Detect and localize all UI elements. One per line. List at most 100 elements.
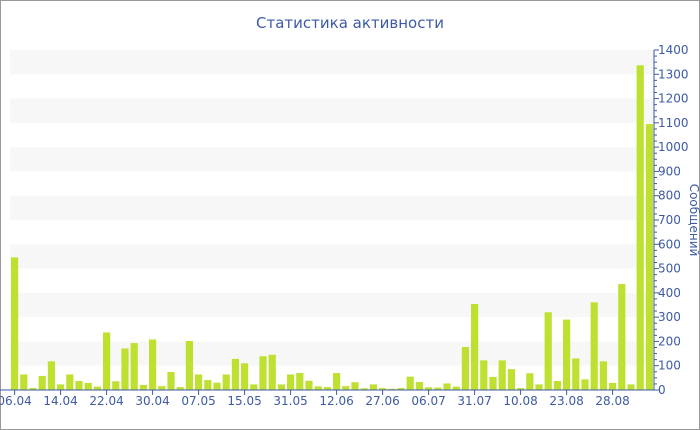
y-tick-label: 600 — [658, 237, 681, 251]
bar — [314, 386, 322, 390]
x-tick-label: 07.05 — [181, 394, 215, 408]
x-tick-label: 27.06 — [365, 394, 399, 408]
bar — [112, 381, 120, 390]
bar — [360, 388, 368, 390]
y-axis-label: Сообщений — [687, 184, 700, 257]
bar — [305, 380, 313, 390]
bar — [480, 360, 488, 390]
bar — [277, 384, 285, 390]
bar — [434, 387, 442, 390]
bar — [11, 257, 19, 390]
bar — [627, 384, 635, 390]
x-tick-label: 14.04 — [43, 394, 77, 408]
bar — [535, 384, 543, 390]
bar — [425, 387, 433, 390]
grid-band — [10, 292, 654, 318]
bar — [581, 379, 589, 390]
bar — [176, 387, 184, 390]
x-tick-label: 28.08 — [595, 394, 629, 408]
bar — [323, 387, 331, 390]
bar — [268, 354, 276, 390]
y-tick-label: 800 — [658, 189, 681, 203]
bar — [231, 358, 239, 390]
bar — [636, 65, 644, 391]
x-tick-label: 06.04 — [0, 394, 32, 408]
bar — [130, 343, 138, 390]
bar — [213, 382, 221, 390]
bar — [103, 332, 111, 390]
x-tick-label: 23.08 — [549, 394, 583, 408]
bar — [93, 386, 101, 390]
bar — [526, 373, 534, 390]
bar — [195, 374, 203, 390]
y-tick-label: 100 — [658, 359, 681, 373]
bar — [406, 376, 414, 390]
grid-band — [10, 244, 654, 269]
y-tick-label: 400 — [658, 286, 681, 300]
bar — [471, 304, 479, 390]
bar — [397, 388, 405, 390]
bar — [296, 373, 304, 390]
x-tick-label: 30.04 — [135, 394, 169, 408]
chart-title: Статистика активности — [256, 14, 444, 32]
bar — [149, 339, 157, 390]
bar — [544, 312, 552, 390]
bar — [415, 381, 423, 390]
bar — [20, 374, 28, 390]
bar — [563, 319, 571, 390]
y-tick-label: 0 — [658, 383, 666, 397]
grid-band — [10, 98, 654, 123]
x-tick-label: 12.06 — [319, 394, 353, 408]
x-tick-label: 10.08 — [503, 394, 537, 408]
bar — [66, 374, 74, 390]
bar — [618, 284, 626, 390]
bar — [241, 363, 249, 390]
x-tick-label: 31.07 — [457, 394, 491, 408]
y-tick-label: 1100 — [658, 116, 689, 130]
bar — [461, 347, 469, 390]
bar — [57, 384, 65, 390]
bar — [139, 384, 147, 390]
bar — [351, 382, 359, 390]
bar — [250, 384, 258, 390]
bar — [590, 302, 598, 390]
bar — [507, 369, 515, 390]
x-tick-label: 15.05 — [227, 394, 261, 408]
y-tick-label: 900 — [658, 164, 681, 178]
bar — [517, 388, 525, 390]
bar — [333, 373, 341, 390]
bar — [572, 358, 580, 390]
grid-band — [10, 50, 654, 75]
x-tick-label: 06.07 — [411, 394, 445, 408]
y-tick-label: 1300 — [658, 67, 689, 81]
y-tick-label: 300 — [658, 310, 681, 324]
bar — [609, 382, 617, 390]
bar — [38, 375, 46, 390]
bar — [489, 376, 497, 390]
y-tick-label: 1400 — [658, 43, 689, 57]
bar — [452, 386, 460, 390]
y-tick-label: 700 — [658, 213, 681, 227]
bar — [75, 381, 83, 390]
bar — [121, 348, 129, 390]
bar — [185, 340, 193, 390]
y-tick-label: 1200 — [658, 92, 689, 106]
bar — [498, 360, 506, 390]
bar — [29, 388, 37, 390]
y-tick-label: 1000 — [658, 140, 689, 154]
bar — [158, 386, 166, 390]
bar — [287, 374, 295, 390]
y-tick-label: 200 — [658, 334, 681, 348]
grid-band — [10, 195, 654, 220]
bar — [259, 356, 267, 390]
bar — [342, 386, 350, 390]
bar — [204, 380, 212, 390]
y-tick-label: 500 — [658, 262, 681, 276]
bar — [84, 382, 92, 390]
bar — [369, 384, 377, 390]
x-tick-label: 31.05 — [273, 394, 307, 408]
bar — [379, 388, 387, 390]
bar — [167, 372, 175, 390]
